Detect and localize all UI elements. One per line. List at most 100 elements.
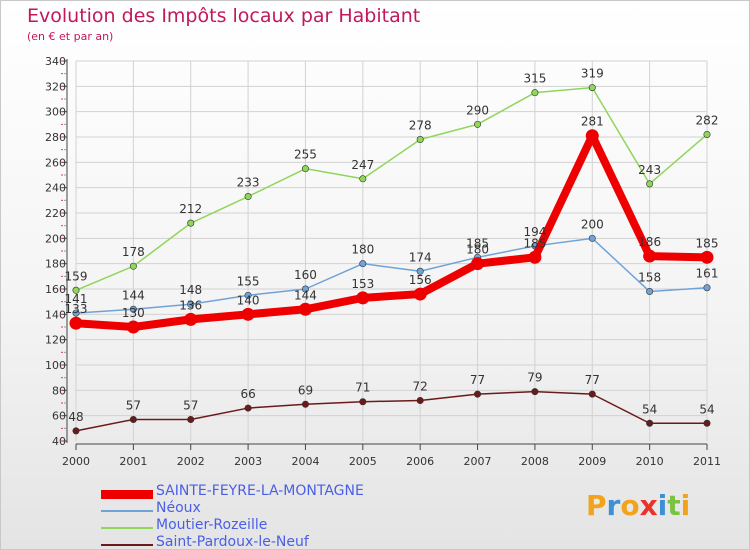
- legend-swatch-saint-pardoux: [101, 544, 153, 546]
- x-tick-label: 2003: [234, 455, 262, 468]
- data-point-saint-pardoux-le-neuf: [301, 400, 309, 408]
- y-tick-label: 60: [52, 410, 66, 423]
- data-point-sainte-feyre-la-montagne: [126, 320, 140, 334]
- data-point-moutier-rozeille: [301, 165, 309, 173]
- y-tick-label: 220: [45, 207, 66, 220]
- data-point-moutier-rozeille: [474, 120, 482, 128]
- data-point-n-oux: [646, 288, 654, 296]
- series-line-saint-pardoux-le-neuf: [75, 390, 707, 432]
- data-label-sainte-feyre-la-montagne: 180: [466, 243, 489, 257]
- series-line-n-oux: [75, 237, 708, 314]
- data-label-sainte-feyre-la-montagne: 130: [122, 306, 145, 320]
- data-point-moutier-rozeille: [703, 130, 711, 138]
- data-point-sainte-feyre-la-montagne: [356, 291, 370, 305]
- logo-letter: i: [657, 489, 668, 522]
- y-tick-label: 100: [45, 359, 66, 372]
- data-point-sainte-feyre-la-montagne: [643, 249, 657, 263]
- data-label-n-oux: 144: [122, 288, 145, 302]
- data-point-saint-pardoux-le-neuf: [703, 419, 711, 427]
- data-label-sainte-feyre-la-montagne: 153: [351, 277, 374, 291]
- legend-swatch-sainte-feyre: [101, 490, 153, 499]
- y-tick-label: 120: [45, 334, 66, 347]
- data-label-n-oux: 174: [409, 250, 432, 264]
- x-tick-label: 2001: [119, 455, 147, 468]
- data-point-n-oux: [416, 267, 424, 275]
- data-label-n-oux: 194: [523, 225, 546, 239]
- legend-label-neoux: Néoux: [156, 500, 201, 516]
- data-point-moutier-rozeille: [588, 84, 596, 92]
- logo-letter: t: [667, 489, 681, 522]
- x-tick-label: 2010: [636, 455, 664, 468]
- y-tick-label: 240: [45, 182, 66, 195]
- x-tick-label: 2004: [291, 455, 319, 468]
- legend-label-moutier-rozeille: Moutier-Rozeille: [156, 517, 268, 533]
- data-label-moutier-rozeille: 159: [65, 269, 88, 283]
- data-point-sainte-feyre-la-montagne: [184, 312, 198, 326]
- data-point-saint-pardoux-le-neuf: [359, 398, 367, 406]
- data-label-n-oux: 158: [638, 271, 661, 285]
- data-label-moutier-rozeille: 243: [638, 163, 661, 177]
- data-label-sainte-feyre-la-montagne: 133: [65, 302, 88, 316]
- y-tick-label: 40: [52, 435, 66, 448]
- x-tick-label: 2006: [406, 455, 434, 468]
- data-label-moutier-rozeille: 319: [581, 67, 604, 81]
- data-label-saint-pardoux-le-neuf: 69: [298, 383, 313, 397]
- data-point-saint-pardoux-le-neuf: [187, 415, 195, 423]
- data-label-moutier-rozeille: 178: [122, 245, 145, 259]
- x-tick-label: 2009: [578, 455, 606, 468]
- data-label-saint-pardoux-le-neuf: 77: [585, 373, 600, 387]
- logo-letter: o: [620, 489, 640, 522]
- data-point-saint-pardoux-le-neuf: [474, 390, 482, 398]
- legend-swatch-moutier-rozeille: [101, 527, 153, 529]
- data-label-sainte-feyre-la-montagne: 186: [638, 235, 661, 249]
- data-point-moutier-rozeille: [129, 262, 137, 270]
- y-tick-label: 300: [45, 106, 66, 119]
- grid-layer: [75, 60, 708, 441]
- chart-title: Evolution des Impôts locaux par Habitant: [27, 5, 421, 27]
- data-label-moutier-rozeille: 282: [696, 113, 719, 127]
- data-point-sainte-feyre-la-montagne: [471, 257, 485, 271]
- data-label-sainte-feyre-la-montagne: 156: [409, 273, 432, 287]
- data-label-sainte-feyre-la-montagne: 136: [179, 298, 202, 312]
- y-tick-label: 200: [45, 232, 66, 245]
- proxiti-logo: Proxiti: [586, 489, 690, 522]
- data-point-moutier-rozeille: [359, 175, 367, 183]
- chart-subtitle: (en € et par an): [27, 30, 114, 43]
- data-point-sainte-feyre-la-montagne: [528, 250, 542, 264]
- data-label-saint-pardoux-le-neuf: 71: [355, 381, 370, 395]
- data-label-saint-pardoux-le-neuf: 54: [642, 402, 657, 416]
- data-point-saint-pardoux-le-neuf: [72, 427, 80, 435]
- data-point-n-oux: [588, 234, 596, 242]
- x-tick-label: 2007: [464, 455, 492, 468]
- data-label-sainte-feyre-la-montagne: 281: [581, 115, 604, 129]
- data-point-saint-pardoux-le-neuf: [646, 419, 654, 427]
- data-label-sainte-feyre-la-montagne: 185: [523, 236, 546, 250]
- x-tick-label: 2005: [349, 455, 377, 468]
- data-label-moutier-rozeille: 255: [294, 148, 317, 162]
- legend-label-sainte-feyre: SAINTE-FEYRE-LA-MONTAGNE: [156, 483, 364, 499]
- data-point-sainte-feyre-la-montagne: [241, 307, 255, 321]
- data-point-sainte-feyre-la-montagne: [585, 129, 599, 143]
- x-tick-label: 2002: [177, 455, 205, 468]
- data-label-sainte-feyre-la-montagne: 140: [237, 293, 260, 307]
- y-tick-label: 80: [52, 384, 66, 397]
- label-layer: 48 57 57 66 69 71 72 77 79 77 54 54 159 178 212 233 255 2…: [65, 67, 719, 424]
- data-point-n-oux: [187, 300, 195, 308]
- data-label-moutier-rozeille: 278: [409, 119, 432, 133]
- data-label-n-oux: 185: [466, 236, 489, 250]
- data-point-n-oux: [359, 260, 367, 268]
- y-tick-label: 260: [45, 156, 66, 169]
- logo-letter: i: [680, 489, 691, 522]
- data-label-n-oux: 161: [696, 267, 719, 281]
- data-label-n-oux: 155: [237, 274, 260, 288]
- data-point-saint-pardoux-le-neuf: [244, 404, 252, 412]
- data-label-n-oux: 141: [65, 292, 88, 306]
- data-label-moutier-rozeille: 212: [179, 202, 202, 216]
- data-point-sainte-feyre-la-montagne: [413, 287, 427, 301]
- data-point-saint-pardoux-le-neuf: [129, 415, 137, 423]
- data-label-moutier-rozeille: 233: [237, 176, 260, 190]
- y-tick-label: 160: [45, 283, 66, 296]
- data-point-n-oux: [244, 291, 252, 299]
